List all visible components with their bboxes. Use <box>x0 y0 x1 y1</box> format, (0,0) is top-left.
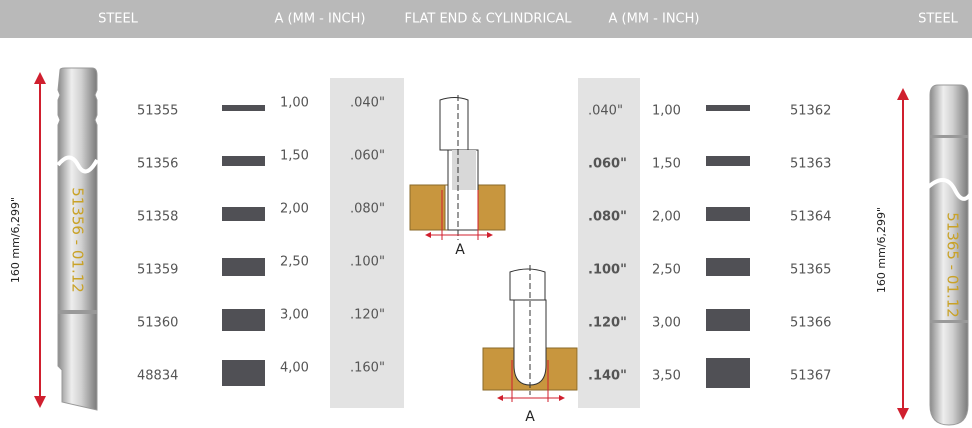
inch: .120" <box>588 316 627 331</box>
inch: .100" <box>588 263 627 278</box>
header-right-dim: A (MM - INCH) <box>609 12 700 27</box>
inch: .060" <box>350 149 385 164</box>
inch: .100" <box>350 255 385 270</box>
size-swatch <box>706 309 750 331</box>
inch: .080" <box>588 210 627 225</box>
mm: 1,50 <box>652 157 681 172</box>
inch: .060" <box>588 157 627 172</box>
inch: .080" <box>350 202 385 217</box>
left-tool-code: 51356 - 01.12 <box>69 187 87 293</box>
mm: 1,00 <box>652 104 681 119</box>
mm: 1,50 <box>280 149 309 164</box>
size-swatch <box>706 156 750 166</box>
mm: 2,00 <box>652 210 681 225</box>
size-swatch <box>222 309 265 331</box>
cylindrical-label: A <box>525 409 535 425</box>
cylindrical-diagram: A <box>482 265 578 425</box>
code: 51358 <box>137 210 178 225</box>
header-center-title: FLAT END & CYLINDRICAL <box>404 12 572 27</box>
flat-end-diagram: A <box>409 95 506 258</box>
size-swatch <box>222 156 265 166</box>
size-swatch <box>222 207 265 221</box>
mm: 2,50 <box>280 255 309 270</box>
code: 51367 <box>790 369 831 384</box>
right-tool-code: 51365 - 01.12 <box>944 212 962 318</box>
size-swatch <box>222 360 265 386</box>
inch: .140" <box>588 369 627 384</box>
size-swatch <box>706 207 750 221</box>
inch: .120" <box>350 308 385 323</box>
mm: 3,50 <box>652 369 681 384</box>
inch-column <box>578 78 640 408</box>
code: 51359 <box>137 263 178 278</box>
size-swatch <box>706 105 750 111</box>
mm: 2,00 <box>280 202 309 217</box>
right-tool: 51365 - 01.12 160 mm/6,299" <box>875 84 972 426</box>
header-right-title: STEEL <box>918 12 959 27</box>
inch: .040" <box>588 104 623 119</box>
code: 48834 <box>137 369 178 384</box>
mm: 3,00 <box>280 308 309 323</box>
code: 51364 <box>790 210 831 225</box>
inch: .040" <box>350 96 385 111</box>
mm: 4,00 <box>280 361 309 376</box>
right-tool-length: 160 mm/6,299" <box>875 207 888 293</box>
size-swatch <box>222 258 265 276</box>
inch-column <box>330 78 404 408</box>
code: 51360 <box>137 316 178 331</box>
size-swatch <box>706 258 750 276</box>
code: 51355 <box>137 104 178 119</box>
inch: .160" <box>350 361 385 376</box>
code: 51363 <box>790 157 831 172</box>
left-tool: 51356 - 01.12 160 mm/6,299" <box>9 67 99 411</box>
code: 51366 <box>790 316 831 331</box>
mm: 1,00 <box>280 96 309 111</box>
size-swatch <box>222 105 265 111</box>
header-left-dim: A (MM - INCH) <box>275 12 366 27</box>
size-swatch <box>706 358 750 388</box>
code: 51356 <box>137 157 178 172</box>
left-tool-length: 160 mm/6,299" <box>9 197 22 283</box>
header-bar <box>0 0 972 38</box>
mm: 3,00 <box>652 316 681 331</box>
code: 51362 <box>790 104 831 119</box>
flat-label: A <box>455 242 465 258</box>
header-left-title: STEEL <box>98 12 139 27</box>
mm: 2,50 <box>652 263 681 278</box>
code: 51365 <box>790 263 831 278</box>
